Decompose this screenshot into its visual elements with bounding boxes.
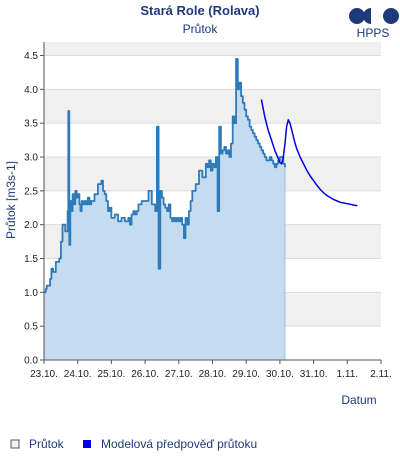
x-tick-label: 30.10.	[266, 369, 294, 380]
forecast-line	[260, 99, 358, 207]
y-tick-label: 2.0	[24, 220, 38, 231]
x-tick-label: 24.10.	[64, 369, 92, 380]
y-ticks: 0.0 0.5 1.0 1.5 2.0 2.5 3.0 3.5 4.0 4.5	[24, 51, 44, 367]
x-tick-label: 26.10.	[131, 369, 159, 380]
plot-band	[44, 89, 381, 124]
y-tick-label: 2.5	[24, 186, 38, 197]
logo-circle-left-icon	[349, 8, 365, 24]
y-tick-label: 4.0	[24, 85, 38, 96]
x-tick-label: 1.11.	[337, 369, 359, 380]
legend-swatch-observed	[10, 439, 20, 449]
y-tick-label: 3.0	[24, 153, 38, 164]
logo-circle-right-icon	[383, 8, 399, 24]
x-axis-label: Datum	[341, 393, 376, 407]
y-tick-label: 3.5	[24, 119, 38, 130]
chart-subtitle: Průtok	[183, 22, 219, 36]
logo-text: HPPS	[357, 26, 390, 40]
y-tick-label: 0.0	[24, 356, 38, 367]
y-tick-label: 0.5	[24, 322, 38, 333]
x-ticks: 23.10. 24.10. 25.10. 26.10. 27.10. 28.10. 29.1…	[30, 360, 392, 380]
y-tick-label: 4.5	[24, 51, 38, 62]
observed-line	[44, 58, 286, 294]
x-tick-label: 25.10.	[97, 369, 125, 380]
chart-title: Stará Role (Rolava)	[140, 3, 259, 18]
series-layer	[44, 58, 358, 361]
legend-swatch-forecast	[83, 440, 91, 448]
x-tick-label: 23.10.	[30, 369, 58, 380]
logo-half-circle-icon	[363, 8, 371, 24]
legend-label-forecast: Modelová předpověď průtoku	[101, 437, 257, 451]
x-tick-label: 28.10.	[199, 369, 227, 380]
hpps-logo: HPPS	[349, 8, 399, 40]
x-tick-label: 2.11.	[370, 369, 392, 380]
plot-band	[44, 42, 381, 56]
legend-label-observed: Průtok	[29, 437, 65, 451]
y-tick-label: 1.0	[24, 288, 38, 299]
x-tick-label: 31.10.	[300, 369, 328, 380]
y-axis-label: Průtok [m3s-1]	[4, 161, 18, 239]
legend: Průtok Modelová předpověď průtoku	[10, 437, 257, 451]
y-tick-label: 1.5	[24, 254, 38, 265]
x-tick-label: 27.10.	[165, 369, 193, 380]
x-tick-label: 29.10.	[232, 369, 260, 380]
observed-area	[44, 58, 285, 361]
